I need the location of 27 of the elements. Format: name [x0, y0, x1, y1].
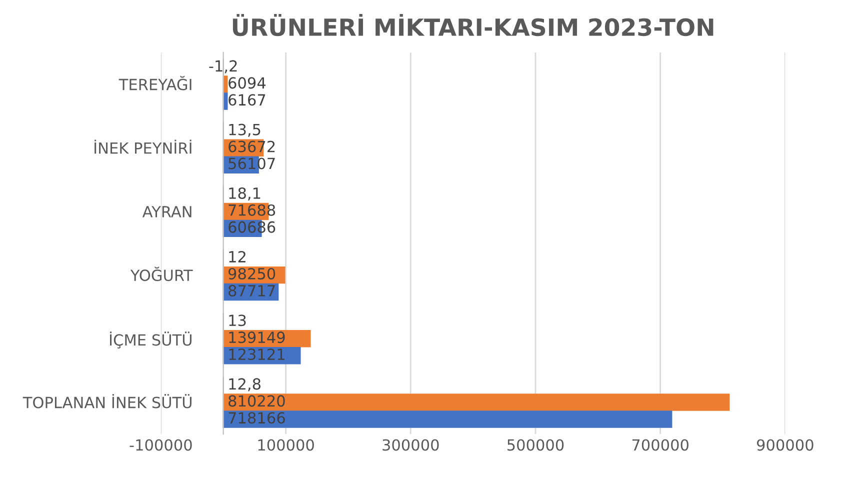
data-label: 123121 [229, 348, 284, 360]
y-tick-label: TEREYAĞI [118, 76, 192, 90]
data-label: 12 [229, 250, 246, 262]
data-label: 13,5 [229, 124, 260, 137]
x-tick-label: 700000 [632, 439, 688, 451]
y-tick-label: İNEK PEYNİRİ [94, 140, 192, 154]
data-label: 98250 [228, 268, 276, 280]
x-tick-label: 900000 [756, 439, 814, 451]
x-tick-label: 500000 [507, 439, 564, 451]
data-label: 13 [229, 314, 246, 326]
data-label: 87717 [228, 284, 275, 296]
data-label: 139149 [229, 332, 285, 344]
y-tick-label: TOPLANAN İNEK SÜTÜ [22, 394, 192, 408]
data-label: 810220 [228, 395, 285, 407]
chart-title: ÜRÜNLERİ MİKTARI-KASIM 2023-TON [232, 14, 714, 36]
y-tick-label: İÇME SÜTÜ [110, 332, 192, 348]
y-tick-label: YOĞURT [130, 266, 193, 282]
x-tick-label: 100000 [258, 439, 314, 451]
x-tick-label: 300000 [382, 439, 439, 451]
data-label: -1,2 [209, 60, 237, 74]
data-label: 18,1 [229, 187, 260, 200]
y-tick-label: AYRAN [142, 206, 192, 218]
data-label: 6094 [228, 77, 266, 89]
data-label: 6167 [228, 94, 266, 106]
x-tick-label: -100000 [130, 439, 192, 451]
data-label: 12,8 [229, 378, 260, 392]
data-label: 718166 [228, 412, 285, 424]
